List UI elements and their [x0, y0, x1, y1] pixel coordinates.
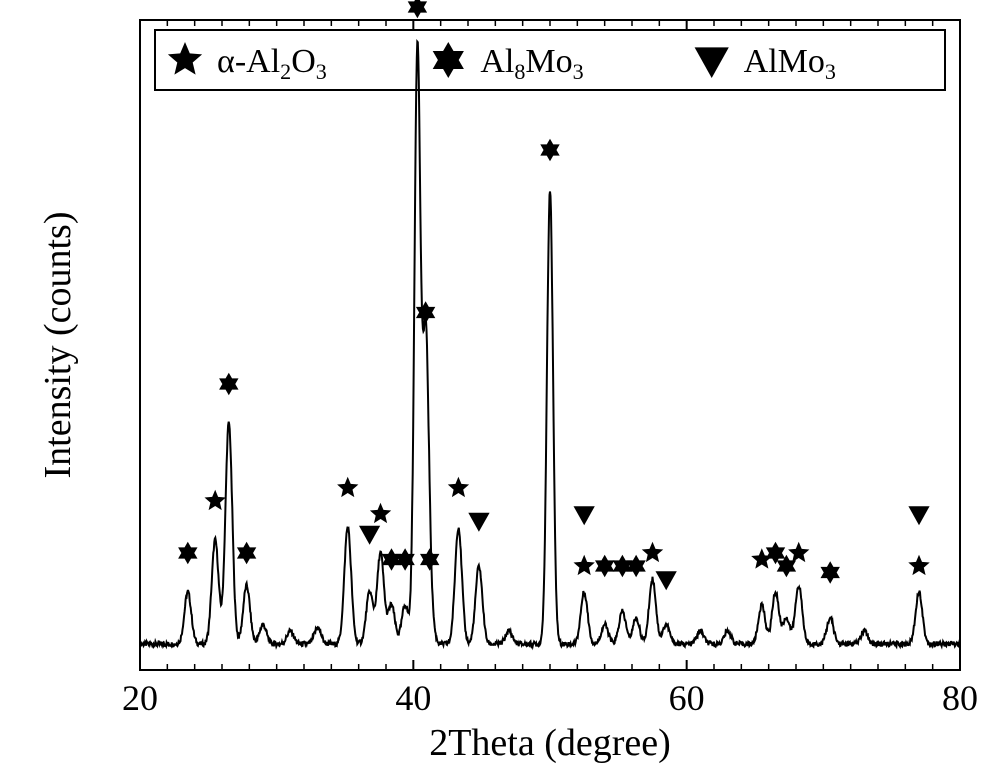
xaxis-label: 2Theta (degree)	[429, 722, 671, 764]
star6-icon	[420, 548, 439, 570]
xrd-chart: 20 40 60 80 2Theta (degree) Intensity (counts…	[0, 0, 1000, 766]
star6-icon	[626, 555, 645, 577]
legend-item-label: Al8Mo3	[480, 43, 583, 84]
star5-icon	[337, 477, 358, 497]
xtick-label: 60	[669, 678, 705, 718]
xtick-label: 20	[122, 678, 158, 718]
star5-icon	[788, 542, 809, 562]
legend-item-label: α-Al2O3	[217, 43, 327, 84]
star6-icon	[821, 561, 840, 583]
chart-svg: 20 40 60 80 2Theta (degree) Intensity (counts…	[0, 0, 1000, 766]
star6-icon	[613, 555, 632, 577]
tri_down-icon	[468, 513, 489, 532]
star5-icon	[642, 542, 663, 562]
tri_down-icon	[908, 506, 929, 525]
xtick-label: 40	[395, 678, 431, 718]
star6-icon	[237, 542, 256, 564]
star6-icon	[408, 0, 427, 18]
star6-icon	[540, 139, 559, 161]
star6-icon	[382, 548, 401, 570]
star5-icon	[205, 490, 226, 510]
tri_down-icon	[574, 506, 595, 525]
star5-icon	[574, 555, 595, 575]
xtick-label: 80	[942, 678, 978, 718]
tri_down-icon	[695, 47, 729, 78]
plot-frame	[140, 20, 960, 670]
star6-icon	[178, 542, 197, 564]
tri_down-icon	[656, 571, 677, 590]
star6-icon	[416, 301, 435, 323]
star6-icon	[433, 42, 464, 78]
star5-icon	[370, 503, 391, 523]
yaxis-label: Intensity (counts)	[37, 211, 79, 478]
star5-icon	[448, 477, 469, 497]
star6-icon	[595, 555, 614, 577]
tri_down-icon	[359, 526, 380, 545]
star6-icon	[219, 373, 238, 395]
legend-item-label: AlMo3	[744, 43, 836, 84]
star5-icon	[168, 42, 202, 75]
star5-icon	[908, 555, 929, 575]
xrd-trace	[140, 42, 960, 647]
